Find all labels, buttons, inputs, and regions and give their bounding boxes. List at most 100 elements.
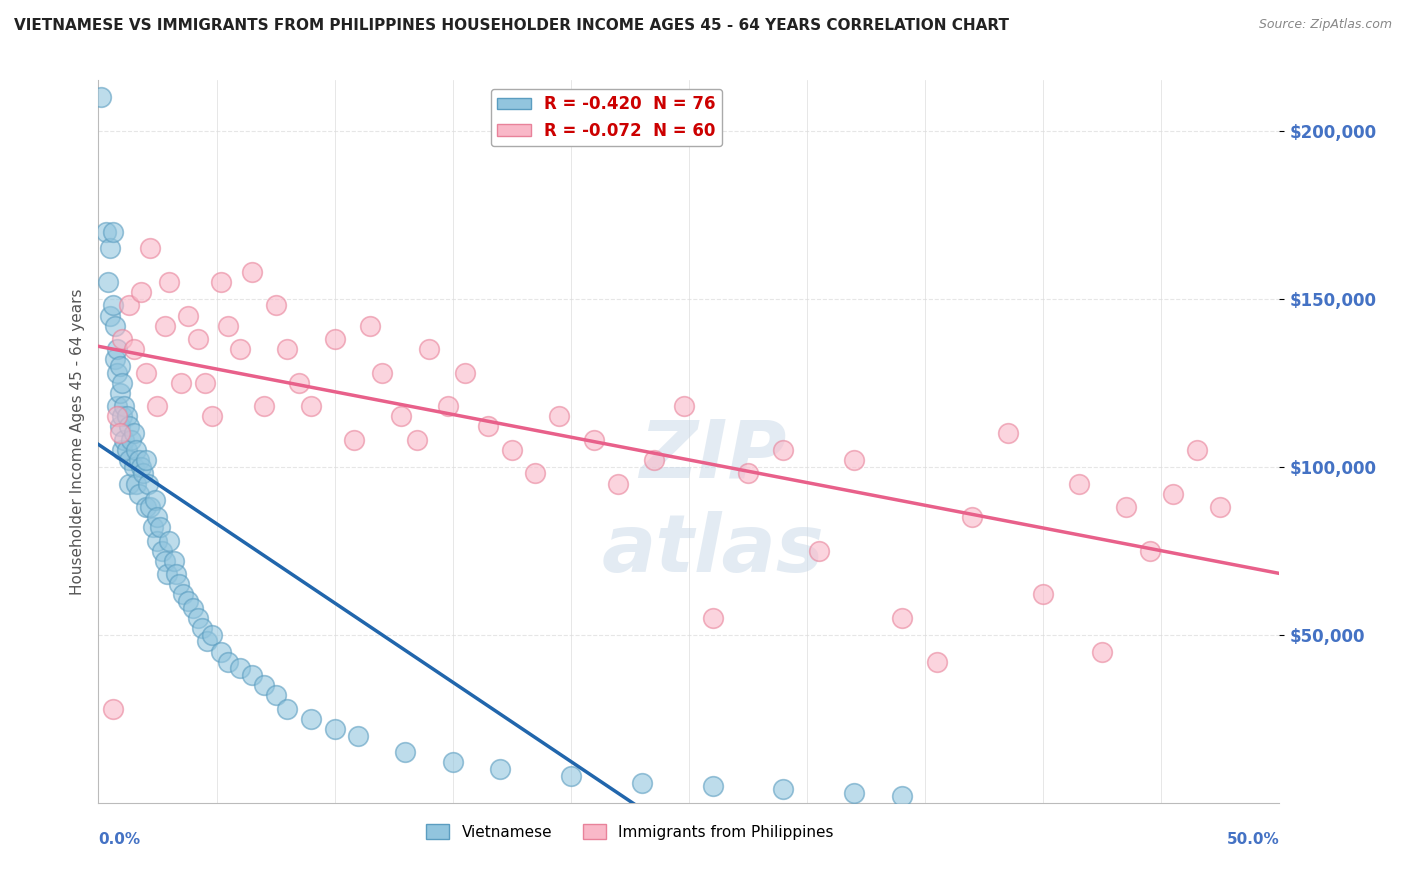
Point: [94, 225, 117, 239]
Point: [347, 729, 370, 743]
Point: [165, 567, 187, 582]
Point: [997, 426, 1019, 441]
Point: [105, 409, 128, 424]
Point: [702, 779, 724, 793]
Point: [406, 433, 429, 447]
Point: [772, 782, 794, 797]
Point: [105, 366, 128, 380]
Point: [844, 453, 866, 467]
Point: [125, 476, 148, 491]
Text: ZIP: ZIP: [638, 417, 786, 495]
Point: [105, 399, 128, 413]
Point: [128, 453, 150, 467]
Point: [143, 493, 166, 508]
Point: [104, 318, 127, 333]
Point: [195, 634, 218, 648]
Point: [264, 688, 287, 702]
Point: [108, 426, 131, 441]
Point: [807, 543, 830, 558]
Point: [129, 459, 152, 474]
Point: [1139, 543, 1161, 558]
Point: [772, 442, 794, 457]
Point: [156, 567, 179, 582]
Point: [1091, 644, 1114, 658]
Point: [135, 366, 157, 380]
Point: [607, 476, 630, 491]
Point: [157, 533, 180, 548]
Point: [371, 366, 394, 380]
Point: [925, 655, 948, 669]
Point: [389, 409, 412, 424]
Point: [142, 520, 165, 534]
Point: [187, 332, 209, 346]
Y-axis label: Householder Income Ages 45 - 64 years: Householder Income Ages 45 - 64 years: [69, 288, 84, 595]
Point: [108, 359, 131, 373]
Point: [118, 298, 141, 312]
Point: [90, 90, 112, 104]
Point: [299, 399, 322, 413]
Point: [288, 376, 311, 390]
Point: [101, 225, 124, 239]
Point: [643, 453, 665, 467]
Point: [118, 476, 141, 491]
Point: [524, 467, 547, 481]
Point: [201, 628, 224, 642]
Point: [125, 442, 148, 457]
Point: [111, 442, 134, 457]
Point: [98, 309, 121, 323]
Point: [108, 385, 131, 400]
Point: [170, 376, 193, 390]
Point: [150, 543, 173, 558]
Point: [111, 409, 134, 424]
Point: [217, 318, 239, 333]
Point: [737, 467, 759, 481]
Point: [890, 611, 912, 625]
Point: [139, 500, 162, 514]
Point: [122, 459, 145, 474]
Point: [98, 241, 121, 255]
Point: [323, 722, 346, 736]
Point: [299, 712, 322, 726]
Point: [139, 241, 162, 255]
Point: [342, 433, 364, 447]
Point: [104, 352, 127, 367]
Point: [101, 702, 124, 716]
Point: [229, 342, 252, 356]
Point: [108, 419, 131, 434]
Point: [177, 309, 200, 323]
Point: [167, 577, 190, 591]
Point: [201, 409, 224, 424]
Point: [890, 789, 912, 803]
Point: [112, 399, 135, 413]
Point: [112, 433, 135, 447]
Point: [359, 318, 381, 333]
Point: [146, 510, 169, 524]
Point: [1115, 500, 1137, 514]
Point: [1067, 476, 1090, 491]
Point: [264, 298, 287, 312]
Point: [153, 318, 176, 333]
Point: [323, 332, 346, 346]
Point: [172, 587, 194, 601]
Point: [128, 486, 150, 500]
Point: [146, 533, 169, 548]
Point: [253, 399, 276, 413]
Point: [1185, 442, 1208, 457]
Point: [962, 510, 984, 524]
Point: [477, 419, 499, 434]
Point: [240, 668, 263, 682]
Point: [209, 644, 232, 658]
Point: [146, 399, 169, 413]
Text: Source: ZipAtlas.com: Source: ZipAtlas.com: [1258, 18, 1392, 31]
Point: [149, 520, 172, 534]
Point: [844, 786, 866, 800]
Point: [136, 476, 159, 491]
Point: [97, 275, 120, 289]
Point: [394, 745, 416, 759]
Point: [163, 554, 186, 568]
Point: [441, 756, 464, 770]
Legend: Vietnamese, Immigrants from Philippines: Vietnamese, Immigrants from Philippines: [420, 818, 839, 846]
Point: [548, 409, 571, 424]
Point: [153, 554, 176, 568]
Point: [583, 433, 606, 447]
